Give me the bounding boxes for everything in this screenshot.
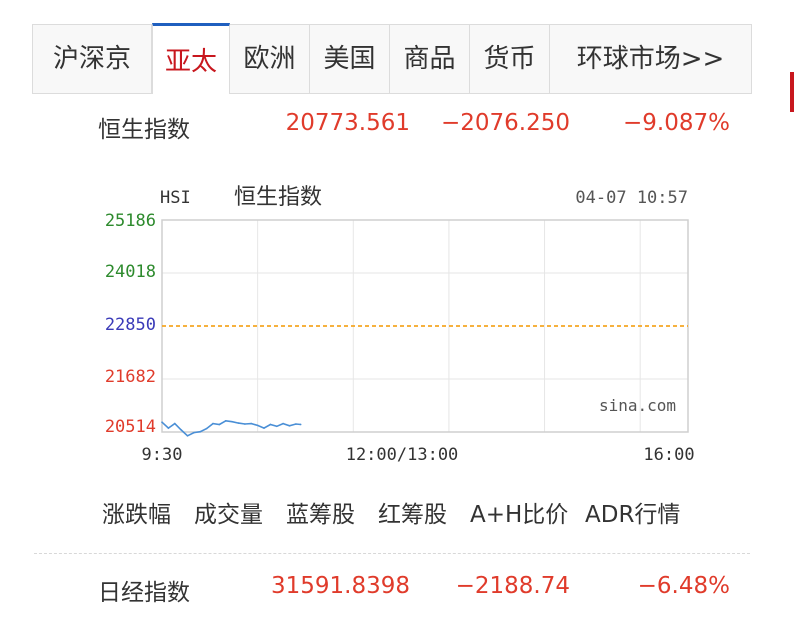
price-point	[275, 425, 278, 428]
tab-hushenjing[interactable]: 沪深京	[33, 25, 152, 93]
price-point	[299, 423, 302, 426]
price-point	[186, 435, 189, 437]
nikkei-change-pct: −6.48%	[637, 573, 730, 599]
price-point	[180, 429, 182, 431]
price-point	[263, 427, 265, 429]
price-point	[269, 423, 272, 426]
chart-code: HSI	[160, 188, 191, 208]
nikkei-name[interactable]: 日经指数	[98, 580, 190, 606]
tab-usa[interactable]: 美国	[310, 25, 390, 93]
price-point	[173, 422, 176, 425]
price-point	[205, 427, 208, 430]
link-adr-quotes[interactable]: ADR行情	[585, 502, 681, 528]
market-tabs: 沪深京 亚太 欧洲 美国 商品 货币 环球市场>>	[32, 23, 752, 94]
price-point	[167, 427, 170, 429]
index-links: 涨跌幅 成交量 蓝筹股 红筹股 A+H比价 ADR行情	[0, 495, 794, 528]
price-line	[161, 419, 301, 437]
hsi-quote-row[interactable]: 恒生指数 20773.561 −2076.250 −9.087%	[0, 110, 794, 150]
hsi-change-pct: −9.087%	[623, 110, 730, 136]
nikkei-price: 31591.8398	[270, 573, 410, 599]
chart-datetime: 04-07 10:57	[575, 188, 688, 208]
price-point	[224, 420, 227, 422]
y-tick-label: 20514	[105, 417, 156, 437]
y-tick-label: 22850	[105, 315, 156, 335]
link-ah-compare[interactable]: A+H比价	[470, 502, 569, 528]
sina-watermark: sina.com	[599, 396, 676, 415]
price-point	[288, 425, 291, 427]
link-rise-fall[interactable]: 涨跌幅	[102, 502, 171, 528]
price-point	[199, 430, 202, 433]
hsi-name[interactable]: 恒生指数	[98, 117, 190, 143]
hsi-price: 20773.561	[285, 110, 410, 136]
link-red-chips[interactable]: 红筹股	[378, 502, 447, 528]
row-divider	[34, 553, 750, 554]
price-point	[244, 423, 246, 425]
y-tick-label: 25186	[105, 211, 156, 231]
price-point	[295, 423, 297, 425]
y-tick-label: 21682	[105, 367, 156, 387]
price-point	[237, 422, 240, 424]
price-point	[193, 431, 195, 434]
chart-title: 恒生指数	[234, 185, 322, 210]
price-point	[256, 424, 259, 427]
tab-asia-pacific[interactable]: 亚太	[152, 23, 230, 94]
tab-global-markets[interactable]: 环球市场>>	[576, 44, 725, 74]
price-point	[250, 422, 253, 425]
hsi-change: −2076.250	[440, 110, 570, 136]
edge-indicator	[790, 72, 794, 112]
tab-currency[interactable]: 货币	[470, 25, 550, 93]
link-volume[interactable]: 成交量	[194, 502, 263, 528]
nikkei-change: −2188.74	[455, 573, 570, 599]
price-point	[218, 423, 221, 426]
tab-commodities[interactable]: 商品	[390, 25, 470, 93]
price-point	[161, 421, 163, 423]
price-point	[212, 422, 214, 425]
price-point	[282, 422, 284, 425]
x-tick-label: 16:00	[643, 445, 694, 465]
link-blue-chips[interactable]: 蓝筹股	[286, 502, 355, 528]
price-point	[231, 420, 233, 423]
hsi-intraday-chart[interactable]: HSI 恒生指数 04-07 10:57 25186 24018 22850 2…	[0, 170, 794, 470]
x-tick-label: 12:00/13:00	[346, 445, 459, 465]
y-tick-label: 24018	[105, 262, 156, 282]
tab-europe[interactable]: 欧洲	[230, 25, 310, 93]
x-tick-label: 9:30	[142, 445, 183, 465]
nikkei-quote-row[interactable]: 日经指数 31591.8398 −2188.74 −6.48%	[0, 573, 794, 613]
